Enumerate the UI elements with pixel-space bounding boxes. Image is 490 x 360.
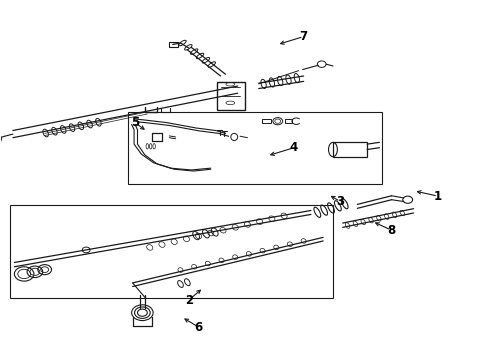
Bar (217, 82, 245, 110)
Text: 5: 5 (131, 116, 139, 129)
Bar (285, 119, 292, 123)
Text: 2: 2 (185, 294, 193, 307)
Text: 6: 6 (195, 320, 203, 333)
Bar (262, 119, 271, 123)
Bar (128, 112, 382, 184)
Text: 7: 7 (299, 30, 308, 43)
Text: 8: 8 (388, 224, 396, 237)
Text: 3: 3 (336, 195, 344, 208)
Bar (169, 41, 178, 46)
Bar (333, 142, 367, 157)
Text: 1: 1 (434, 190, 442, 203)
Bar (10, 205, 333, 298)
Text: 4: 4 (290, 141, 298, 154)
